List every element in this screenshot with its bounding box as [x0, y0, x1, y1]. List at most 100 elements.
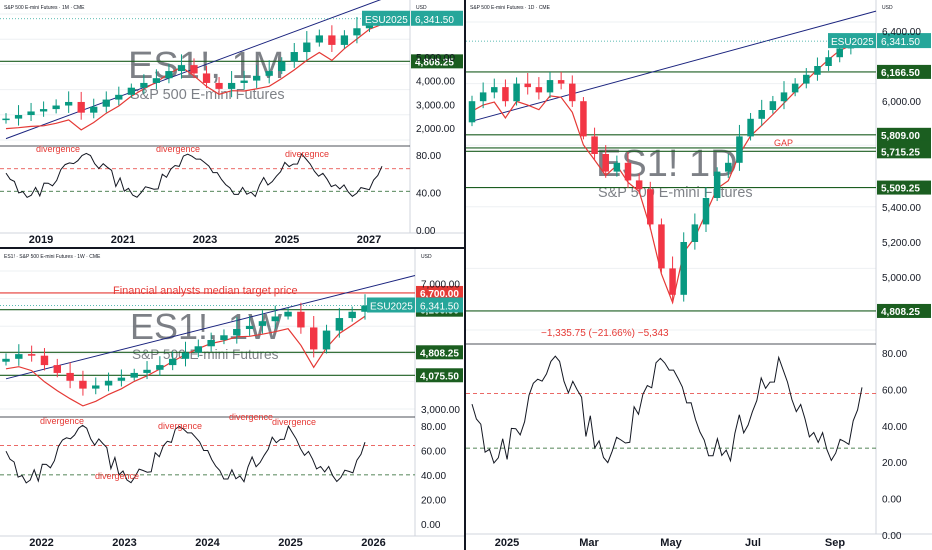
last-price-label: 6,341.50: [881, 37, 920, 48]
x-tick-label: Sep: [825, 537, 845, 549]
annotation: divergence: [36, 144, 80, 154]
candle-body: [253, 75, 261, 81]
candle-body: [104, 380, 113, 386]
level-label: 4,075.50: [420, 371, 459, 382]
y-tick-label: 5,200.00: [882, 238, 921, 249]
candle-body: [702, 198, 710, 225]
annotation: −1,335.75 (−21.66%) −5,343: [541, 328, 669, 339]
candle-body: [691, 224, 699, 242]
panel-divider-vertical: [464, 0, 466, 550]
monthly-chart[interactable]: S&P 500 E-mini Futures · 1M · CME USDES1!…: [0, 0, 464, 247]
annotation: divergence: [40, 416, 84, 426]
annotation: divergence: [158, 421, 202, 431]
candle-body: [278, 61, 286, 72]
candle-body: [265, 71, 273, 76]
level-label-box: [877, 127, 931, 142]
candle-body: [479, 92, 487, 102]
osc-tick-label: 20.00: [421, 496, 446, 507]
candle-body: [53, 365, 61, 373]
candle-body: [140, 82, 148, 88]
level-label: 6,166.50: [881, 68, 920, 79]
symbol-label-box: [367, 297, 415, 313]
candle-body: [127, 87, 135, 95]
candle-body: [569, 83, 576, 102]
level-label-box: [416, 368, 463, 383]
candle-body: [315, 35, 323, 43]
candle-body: [669, 268, 676, 295]
currency-label: USD: [882, 5, 893, 11]
trendline: [471, 10, 877, 122]
candle-body: [207, 340, 215, 347]
candle-body: [348, 311, 356, 319]
y-tick-label: 3,000.00: [416, 100, 455, 111]
chart-header: S&P 500 E-mini Futures · 1M · CME: [4, 5, 85, 11]
annotation: diveregnce: [285, 149, 329, 159]
candle-body: [658, 224, 665, 269]
candle-body: [340, 35, 349, 45]
x-tick-label: 2022: [29, 537, 53, 549]
y-tick-label: 3,000.00: [421, 405, 460, 416]
candle-body: [215, 82, 223, 89]
chart-header: S&P 500 E-mini Futures · 1D · CME: [470, 5, 551, 11]
last-price-box: [411, 10, 463, 26]
candle-body: [143, 369, 151, 373]
candle-body: [165, 71, 173, 79]
candle-body: [194, 346, 203, 353]
candle-body: [468, 101, 476, 123]
osc-tick-label: 0.00: [421, 520, 441, 531]
panel-divider-horizontal: [0, 247, 464, 249]
candle-body: [836, 48, 843, 58]
candle-body: [624, 162, 632, 181]
candle-body: [102, 99, 110, 107]
candle-body: [758, 110, 765, 119]
candle-body: [284, 311, 292, 317]
candle-body: [117, 377, 126, 381]
oscillator-line: [5, 424, 366, 484]
candle-body: [635, 180, 643, 190]
symbol-label: ESU2025: [365, 15, 408, 26]
annotation: GAP: [774, 138, 793, 148]
chart-background: [0, 0, 464, 247]
osc-tick-label: 80.00: [882, 349, 907, 360]
candle-body: [181, 352, 190, 359]
currency-label: USD: [421, 254, 432, 260]
candle-body: [245, 325, 254, 330]
candle-body: [240, 80, 248, 83]
candle-body: [580, 101, 587, 137]
level-label-box: [416, 285, 463, 300]
x-tick-label: Jul: [745, 537, 761, 549]
candle-body: [290, 52, 298, 62]
y-tick-label: 2,000.00: [416, 124, 455, 135]
candle-body: [303, 42, 311, 53]
daily-chart-panel[interactable]: S&P 500 E-mini Futures · 1D · CME USD ES1!…: [466, 0, 932, 550]
last-price-box: [416, 297, 463, 313]
candle-body: [513, 83, 520, 102]
level-label-box: [877, 64, 931, 79]
candle-body: [27, 354, 36, 356]
candle-body: [271, 316, 279, 322]
candle-body: [297, 311, 305, 328]
level-label: 5,715.25: [881, 147, 920, 158]
candle-body: [90, 106, 98, 113]
candle-body: [115, 94, 123, 100]
weekly-chart[interactable]: ES1! · S&P 500 E-mini Futures · 1W · CME…: [0, 249, 464, 550]
annotation: Financial analysts median target price: [113, 285, 298, 297]
candle-body: [803, 74, 810, 84]
level-label-box: [411, 54, 463, 69]
osc-tick-label: 0.00: [882, 531, 902, 542]
candle-body: [77, 101, 85, 113]
y-tick-label: 5,400.00: [882, 203, 921, 214]
candle-body: [335, 318, 344, 331]
candle-body: [602, 154, 609, 172]
monthly-chart-panel[interactable]: S&P 500 E-mini Futures · 1M · CME USD ES1!…: [0, 0, 464, 247]
weekly-chart-panel[interactable]: ES1! · S&P 500 E-mini Futures · 1W · CME…: [0, 249, 464, 550]
currency-label: USD: [416, 5, 427, 11]
symbol-label: ESU2025: [831, 37, 874, 48]
candle-body: [52, 105, 60, 110]
watermark-symbol: ES1!, 1W: [130, 306, 282, 347]
candle-body: [190, 65, 198, 74]
last-price-label: 6,341.50: [420, 302, 459, 313]
candle-body: [202, 73, 211, 83]
x-tick-label: 2023: [112, 537, 136, 549]
daily-chart[interactable]: S&P 500 E-mini Futures · 1D · CME USDES1!…: [466, 0, 932, 550]
